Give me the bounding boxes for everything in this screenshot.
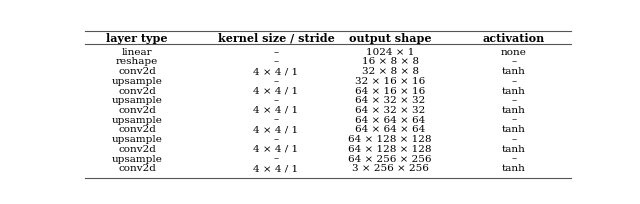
Text: 64 × 64 × 64: 64 × 64 × 64 xyxy=(355,115,425,124)
Text: tanh: tanh xyxy=(502,105,526,114)
Text: –: – xyxy=(511,96,516,105)
Text: –: – xyxy=(511,76,516,85)
Text: –: – xyxy=(273,57,278,66)
Text: tanh: tanh xyxy=(502,125,526,134)
Text: activation: activation xyxy=(483,32,545,43)
Text: upsample: upsample xyxy=(111,76,163,85)
Text: 64 × 64 × 64: 64 × 64 × 64 xyxy=(355,125,425,134)
Text: upsample: upsample xyxy=(111,96,163,105)
Text: tanh: tanh xyxy=(502,144,526,153)
Text: –: – xyxy=(511,134,516,143)
Text: output shape: output shape xyxy=(349,32,431,43)
Text: 4 × 4 / 1: 4 × 4 / 1 xyxy=(253,67,298,76)
Text: 64 × 256 × 256: 64 × 256 × 256 xyxy=(348,154,432,163)
Text: 16 × 8 × 8: 16 × 8 × 8 xyxy=(362,57,419,66)
Text: layer type: layer type xyxy=(106,32,168,43)
Text: conv2d: conv2d xyxy=(118,105,156,114)
Text: –: – xyxy=(511,154,516,163)
Text: 4 × 4 / 1: 4 × 4 / 1 xyxy=(253,105,298,114)
Text: reshape: reshape xyxy=(116,57,158,66)
Text: 4 × 4 / 1: 4 × 4 / 1 xyxy=(253,163,298,172)
Text: 64 × 128 × 128: 64 × 128 × 128 xyxy=(348,144,432,153)
Text: tanh: tanh xyxy=(502,163,526,172)
Text: –: – xyxy=(511,57,516,66)
Text: 4 × 4 / 1: 4 × 4 / 1 xyxy=(253,86,298,95)
Text: conv2d: conv2d xyxy=(118,86,156,95)
Text: 1024 × 1: 1024 × 1 xyxy=(366,48,414,57)
Text: –: – xyxy=(273,134,278,143)
Text: 64 × 16 × 16: 64 × 16 × 16 xyxy=(355,86,425,95)
Text: kernel size / stride: kernel size / stride xyxy=(218,32,334,43)
Text: upsample: upsample xyxy=(111,115,163,124)
Text: upsample: upsample xyxy=(111,154,163,163)
Text: conv2d: conv2d xyxy=(118,163,156,172)
Text: none: none xyxy=(501,48,527,57)
Text: tanh: tanh xyxy=(502,67,526,76)
Text: –: – xyxy=(273,154,278,163)
Text: conv2d: conv2d xyxy=(118,144,156,153)
Text: 32 × 8 × 8: 32 × 8 × 8 xyxy=(362,67,419,76)
Text: –: – xyxy=(273,76,278,85)
Text: –: – xyxy=(273,48,278,57)
Text: 4 × 4 / 1: 4 × 4 / 1 xyxy=(253,144,298,153)
Text: linear: linear xyxy=(122,48,152,57)
Text: 32 × 16 × 16: 32 × 16 × 16 xyxy=(355,76,425,85)
Text: –: – xyxy=(273,96,278,105)
Text: upsample: upsample xyxy=(111,134,163,143)
Text: 3 × 256 × 256: 3 × 256 × 256 xyxy=(351,163,428,172)
Text: 64 × 32 × 32: 64 × 32 × 32 xyxy=(355,105,425,114)
Text: –: – xyxy=(273,115,278,124)
Text: conv2d: conv2d xyxy=(118,125,156,134)
Text: 64 × 128 × 128: 64 × 128 × 128 xyxy=(348,134,432,143)
Text: 64 × 32 × 32: 64 × 32 × 32 xyxy=(355,96,425,105)
Text: tanh: tanh xyxy=(502,86,526,95)
Text: –: – xyxy=(511,115,516,124)
Text: 4 × 4 / 1: 4 × 4 / 1 xyxy=(253,125,298,134)
Text: conv2d: conv2d xyxy=(118,67,156,76)
